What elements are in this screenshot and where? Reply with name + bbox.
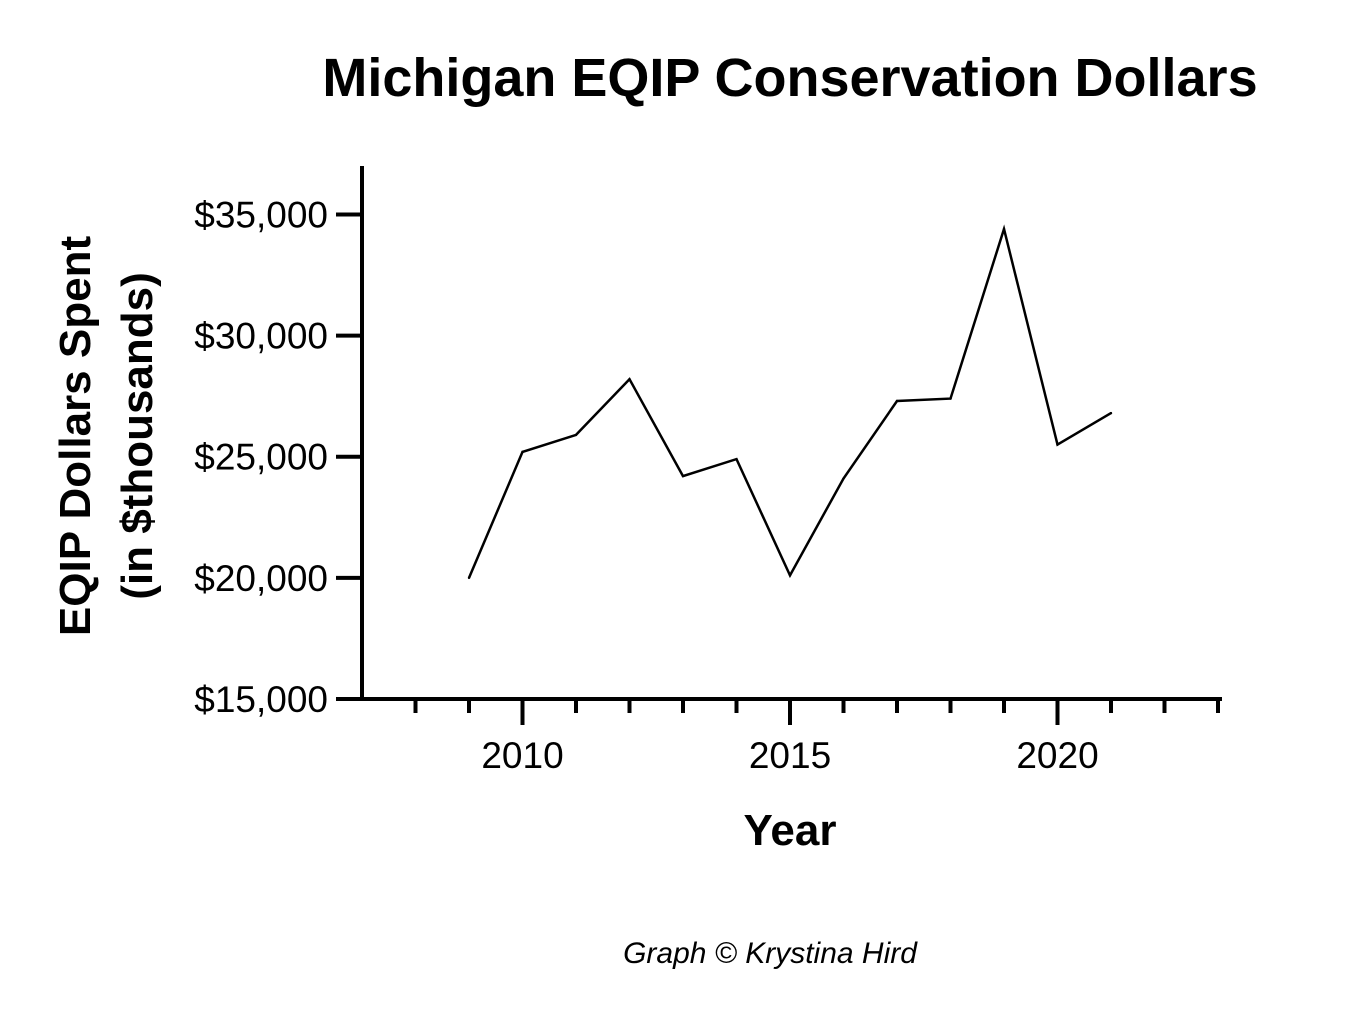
data-point	[788, 574, 792, 577]
graph-credit: Graph © Krystina Hird	[623, 937, 918, 970]
data-point	[521, 450, 524, 454]
y-axis-title-line-2: (in $thousands)	[113, 272, 162, 600]
y-tick-label: $20,000	[194, 558, 328, 599]
data-point	[1109, 411, 1113, 415]
data-point	[467, 576, 471, 580]
data-point	[1002, 227, 1006, 231]
chart-title: Michigan EQIP Conservation Dollars	[322, 48, 1257, 108]
data-point	[681, 474, 685, 478]
x-axis-title: Year	[744, 806, 837, 855]
series-layer	[467, 224, 1113, 580]
data-point	[574, 433, 578, 437]
y-axis-title-line-1: EQIP Dollars Spent	[51, 236, 100, 637]
x-tick-label: 2010	[481, 735, 563, 776]
data-point	[895, 399, 899, 403]
y-tick-label: $15,000	[194, 679, 328, 720]
data-point	[1056, 443, 1059, 446]
series-line	[467, 224, 1112, 579]
data-point	[628, 378, 631, 381]
x-tick-label: 2015	[749, 735, 831, 776]
y-axis-title: EQIP Dollars Spent (in $thousands)	[51, 236, 162, 637]
data-point	[842, 477, 845, 480]
x-tick-label: 2020	[1016, 735, 1098, 776]
y-ticks: $15,000 $20,000 $25,000 $30,000 $35,000	[194, 194, 362, 720]
y-tick-label: $25,000	[194, 437, 328, 478]
data-point	[735, 457, 738, 461]
y-tick-label: $35,000	[194, 194, 328, 235]
x-ticks: 2010 2015 2020	[413, 699, 1220, 776]
data-point	[949, 397, 952, 400]
y-tick-label: $30,000	[194, 316, 328, 357]
